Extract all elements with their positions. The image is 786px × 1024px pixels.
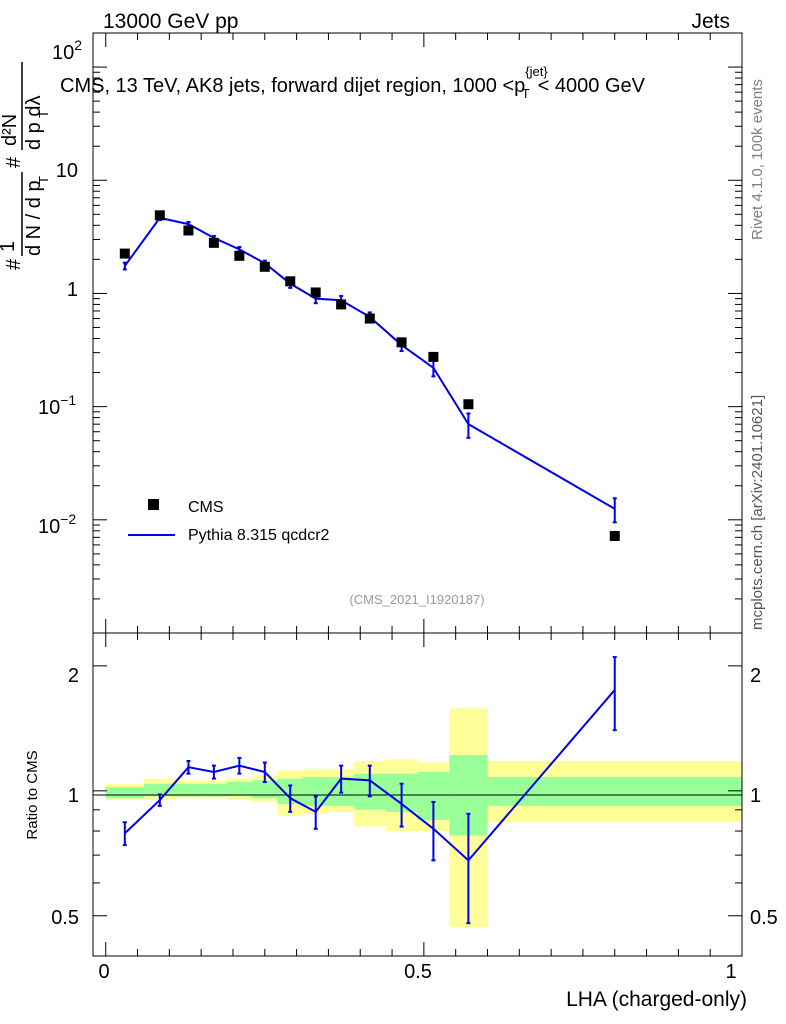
cms-data-point bbox=[208, 237, 219, 248]
analysis-watermark: (CMS_2021_I1920187) bbox=[349, 592, 484, 607]
mcplots-label: mcplots.cern.ch [arXiv:2401.10621] bbox=[749, 395, 766, 630]
cms-data-point bbox=[183, 225, 194, 236]
ratio-ytick-label-right-1: 1 bbox=[750, 785, 761, 807]
ratio-panel: 0.5 1 2 0.5 1 2 Ratio to CMS 0 0.5 1 LHA… bbox=[24, 632, 778, 1011]
ratio-y-ticks bbox=[93, 665, 742, 957]
cms-data-point bbox=[428, 351, 439, 362]
ratio-ytick-label-2: 2 bbox=[68, 665, 79, 687]
xtick-label-0: 0 bbox=[98, 961, 109, 983]
header-left: 13000 GeV pp bbox=[103, 10, 238, 33]
xtick-label-1: 1 bbox=[725, 961, 736, 983]
cms-data-point bbox=[609, 530, 620, 541]
main-y-tick-labels: 10−2 10−1 1 10 102 bbox=[38, 37, 82, 538]
legend: CMS Pythia 8.315 qcdcr2 bbox=[128, 499, 330, 544]
ratio-ytick-label-right-2: 2 bbox=[750, 665, 761, 687]
y-label-one: 1 bbox=[0, 241, 19, 252]
cms-data-point bbox=[310, 287, 321, 298]
cms-data-point bbox=[259, 261, 270, 272]
legend-cms-marker bbox=[148, 499, 159, 510]
legend-pythia-label: Pythia 8.315 qcdcr2 bbox=[188, 527, 330, 544]
ytick-label-1e-1: 10−1 bbox=[38, 392, 76, 419]
ytick-label-1e-2: 10−2 bbox=[38, 511, 76, 538]
cms-data-point bbox=[154, 210, 165, 221]
ratio-band-inner bbox=[105, 787, 144, 799]
legend-cms-label: CMS bbox=[188, 499, 224, 516]
ratio-ytick-label-1: 1 bbox=[68, 785, 79, 807]
header-right: Jets bbox=[691, 10, 730, 33]
ratio-band-inner bbox=[175, 783, 202, 797]
ratio-band-inner bbox=[252, 780, 278, 799]
ratio-band-inner bbox=[226, 782, 253, 797]
ratio-plot-marks bbox=[122, 656, 617, 925]
ytick-label-10: 10 bbox=[56, 160, 78, 182]
ratio-ytick-label-0.5: 0.5 bbox=[51, 907, 79, 929]
ytick-label-100: 102 bbox=[52, 37, 82, 64]
cms-data-point bbox=[336, 299, 347, 310]
y-label-t2: T bbox=[36, 110, 51, 118]
x-axis-label: LHA (charged-only) bbox=[566, 988, 747, 1011]
main-y-axis-label: # 1 d N / d p T # d²N d p dλ T bbox=[0, 62, 51, 270]
ytick-label-1: 1 bbox=[67, 279, 78, 301]
rivet-version-label: Rivet 4.1.0, 100k events bbox=[749, 79, 766, 240]
y-label-dpdl: d p dλ bbox=[23, 96, 45, 150]
y-label-t1: T bbox=[36, 176, 51, 184]
cms-data-point bbox=[119, 248, 130, 259]
cms-data-point bbox=[234, 250, 245, 261]
cms-data-point bbox=[285, 276, 296, 287]
y-label-d2n: d²N bbox=[0, 114, 21, 146]
xtick-label-0.5: 0.5 bbox=[404, 961, 432, 983]
cms-data-point bbox=[364, 313, 375, 324]
chart-title: CMS, 13 TeV, AK8 jets, forward dijet reg… bbox=[60, 64, 646, 101]
ratio-uncertainty-bands bbox=[105, 708, 742, 927]
cms-data-point bbox=[396, 337, 407, 348]
pythia-line bbox=[124, 216, 616, 510]
ratio-band-inner bbox=[487, 776, 742, 806]
y-label-dn: d N / d p bbox=[23, 180, 45, 256]
main-plot-marks bbox=[119, 210, 620, 541]
ratio-band-inner bbox=[143, 783, 176, 797]
cms-data-point bbox=[463, 399, 474, 410]
ratio-band-inner bbox=[201, 783, 227, 797]
y-label-hash: # bbox=[3, 258, 25, 270]
ratio-line bbox=[124, 689, 616, 862]
ratio-ytick-label-right-0.5: 0.5 bbox=[750, 907, 778, 929]
ratio-y-axis-label: Ratio to CMS bbox=[24, 750, 41, 839]
y-label-hash2: # bbox=[3, 156, 25, 168]
